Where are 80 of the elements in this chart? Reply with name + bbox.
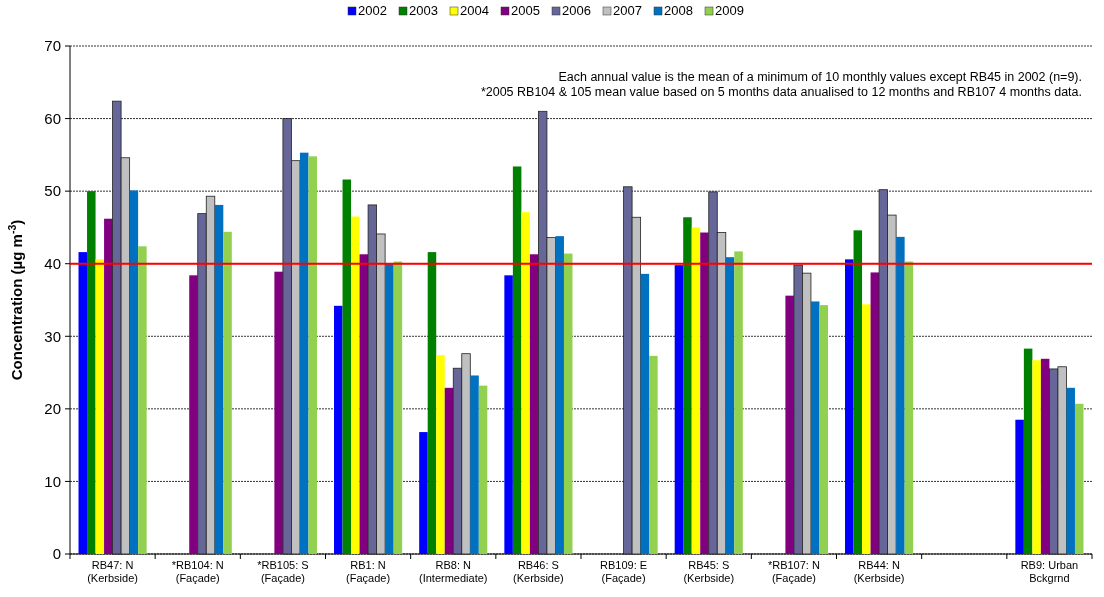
bar — [427, 252, 437, 554]
bar — [640, 273, 650, 554]
bar — [470, 375, 479, 554]
legend-label: 2005 — [511, 3, 540, 18]
bar — [478, 385, 488, 554]
bar — [104, 218, 113, 554]
bar — [223, 231, 232, 554]
bar — [785, 295, 794, 554]
bar — [299, 152, 309, 554]
bar — [845, 259, 854, 554]
bar — [683, 217, 692, 554]
x-tick-label: RB1: N (Façade) — [346, 559, 391, 584]
bar — [214, 204, 224, 554]
y-tick-label: 50 — [44, 182, 61, 200]
legend-label: 2002 — [358, 3, 387, 18]
y-tick-label: 0 — [52, 545, 61, 563]
y-tick-label: 40 — [44, 254, 61, 272]
x-tick-label: RB47: N (Kerbside) — [87, 559, 138, 584]
bar — [308, 156, 317, 554]
bar — [87, 191, 96, 554]
bar — [896, 236, 905, 554]
y-tick-label: 30 — [44, 327, 61, 345]
x-tick-label: RB109: E (Façade) — [600, 559, 648, 584]
x-tick-label: RB46: S (Kerbside) — [513, 559, 564, 584]
bar — [444, 387, 454, 554]
bar — [393, 261, 403, 554]
bar — [555, 236, 564, 554]
y-tick-label: 10 — [44, 472, 61, 490]
bar — [563, 253, 573, 554]
bar — [691, 227, 701, 554]
bar — [649, 355, 658, 554]
x-tick-label: *RB107: N (Façade) — [767, 559, 820, 584]
bar — [334, 305, 343, 554]
bar — [1040, 358, 1050, 554]
y-tick-label: 20 — [44, 400, 61, 418]
bar — [862, 304, 871, 554]
bar — [385, 263, 394, 554]
bar — [1074, 403, 1084, 554]
bar — [129, 190, 139, 554]
bar — [1032, 360, 1041, 554]
y-tick-label: 60 — [44, 109, 61, 127]
bar — [819, 305, 828, 554]
x-tick-label: *RB104: N (Façade) — [171, 559, 224, 584]
x-tick-label: RB45: S (Kerbside) — [683, 559, 735, 584]
bar — [904, 261, 914, 554]
annotation: Each annual value is the mean of a minimum of 10 monthly values except RB45 in 2002 (n=9). — [558, 70, 1082, 84]
bar — [810, 301, 820, 554]
bar — [274, 271, 283, 554]
bar — [351, 216, 360, 554]
annotation: *2005 RB104 & 105 mean value based on 5 months data anualised to 12 months and RB107 4 months data. — [480, 85, 1082, 99]
bar — [734, 251, 743, 554]
bar — [189, 275, 198, 554]
x-tick-label: RB44: N (Kerbside) — [853, 559, 905, 584]
legend-label: 2007 — [613, 3, 642, 18]
x-tick-label: RB8: N (Intermediate) — [419, 559, 488, 584]
bar — [529, 254, 539, 554]
bar — [521, 212, 530, 554]
bar — [853, 230, 863, 554]
bar — [674, 265, 684, 554]
bar — [725, 257, 735, 554]
y-tick-label: 70 — [44, 37, 61, 55]
bar — [419, 432, 428, 554]
bar — [95, 259, 105, 554]
x-tick-label: *RB105: S (Façade) — [257, 559, 309, 584]
bar — [504, 275, 513, 554]
legend-label: 2008 — [664, 3, 693, 18]
bar — [138, 246, 147, 554]
x-tick-label: RB9: Urban Bckgrnd — [1020, 559, 1079, 584]
bar — [342, 179, 352, 554]
legend-label: 2003 — [409, 3, 438, 18]
bar — [700, 232, 709, 554]
legend-label: 2006 — [562, 3, 591, 18]
legend-label: 2009 — [715, 3, 744, 18]
bar — [78, 252, 88, 554]
bar — [1023, 348, 1033, 554]
bar — [436, 355, 445, 554]
legend-label: 2004 — [460, 3, 489, 18]
bar — [1066, 387, 1075, 554]
bar — [1015, 419, 1024, 554]
bar — [512, 166, 522, 554]
